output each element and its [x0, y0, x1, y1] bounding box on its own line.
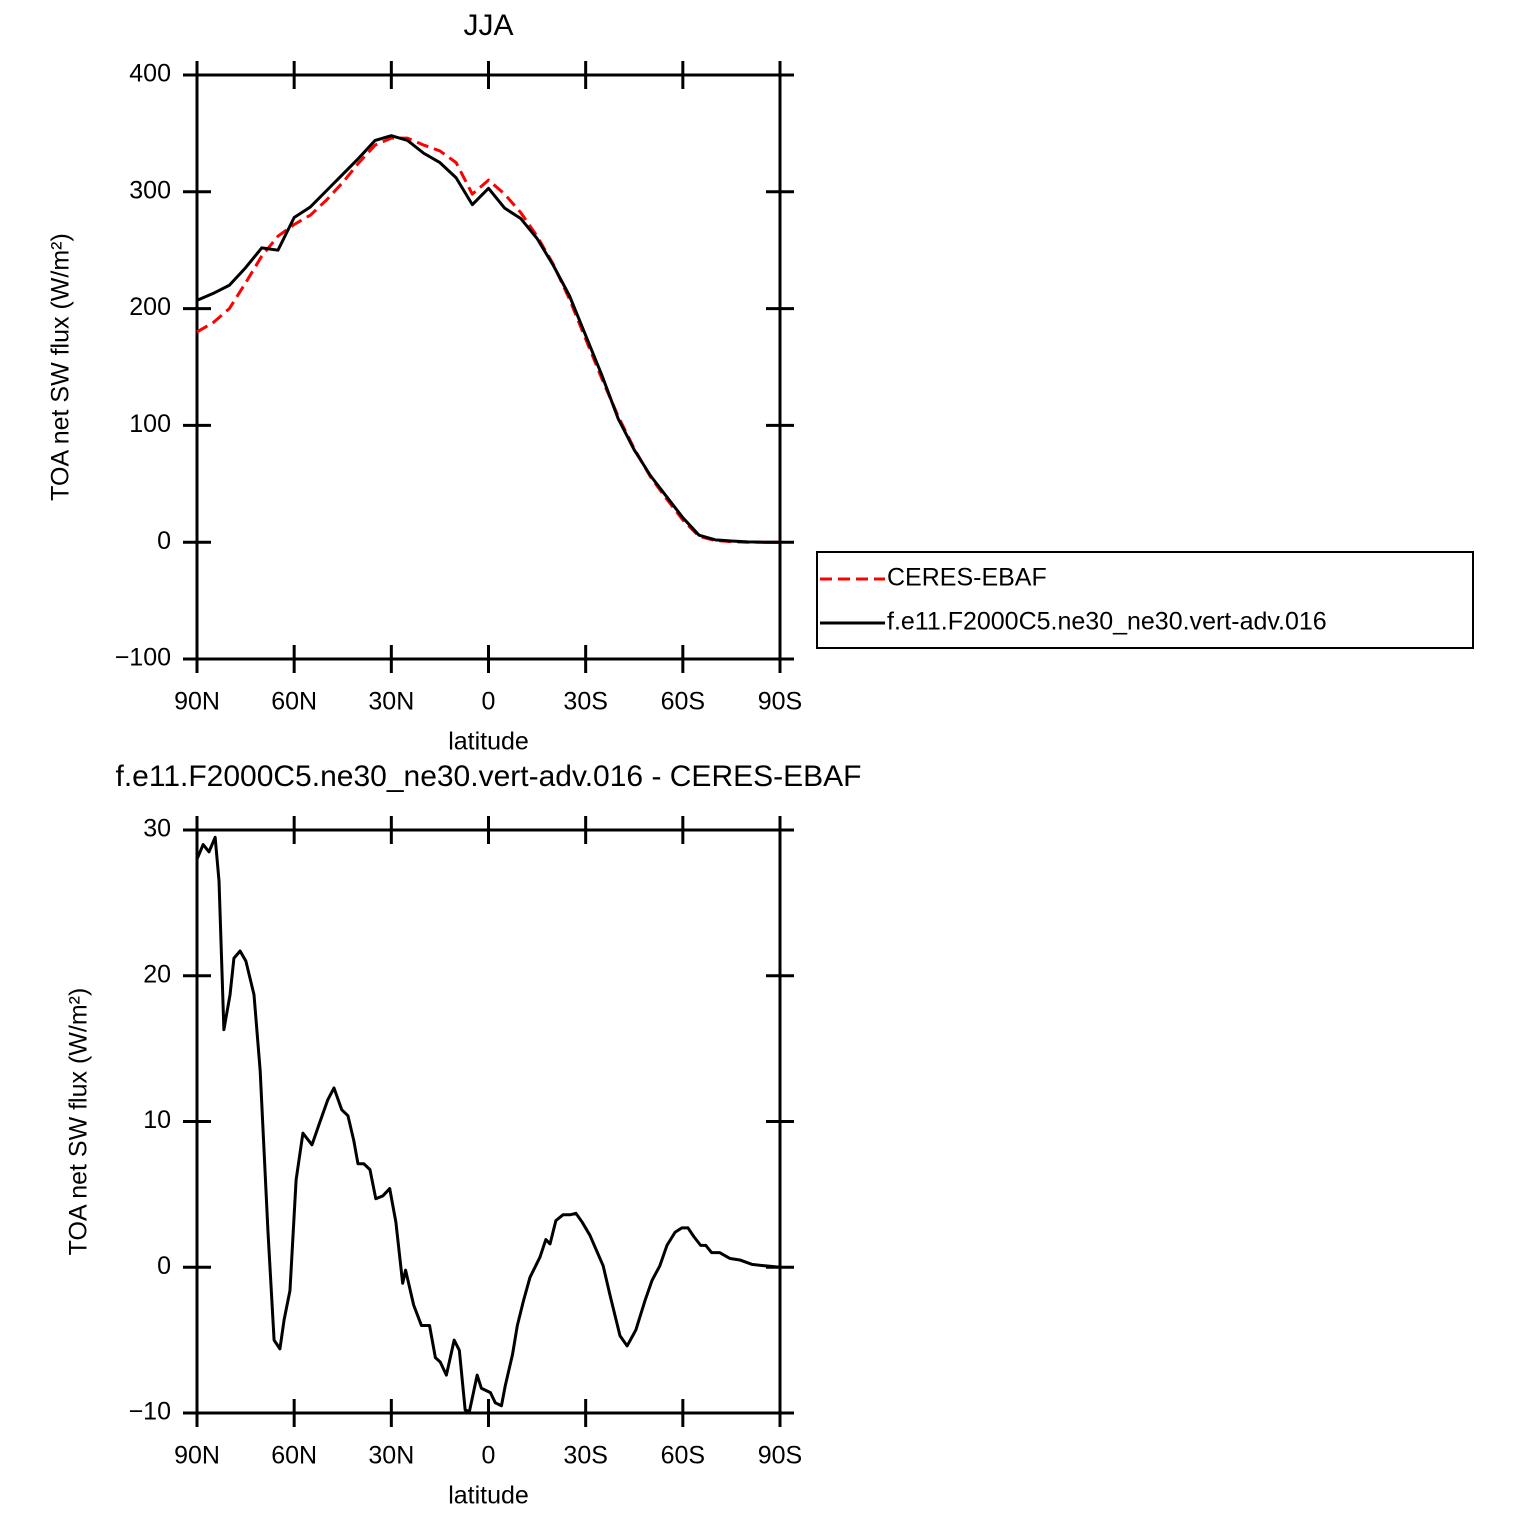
- y-tick-label: 30: [143, 815, 171, 843]
- x-tick-label: 30N: [368, 688, 414, 716]
- legend-label: f.e11.F2000C5.ne30_ne30.vert-adv.016: [887, 608, 1327, 636]
- x-tick-label: 90S: [758, 688, 802, 716]
- data-line: [196, 134, 780, 544]
- x-tick-label: 90S: [758, 1442, 802, 1470]
- plot-frame: [195, 73, 782, 661]
- x-axis-label: latitude: [448, 728, 529, 756]
- x-tick-label: 60N: [271, 688, 317, 716]
- x-tick-label: 90N: [174, 688, 220, 716]
- x-tick-label: 30S: [563, 1442, 607, 1470]
- x-tick-label: 0: [482, 1442, 496, 1470]
- x-tick-label: 60S: [661, 688, 705, 716]
- chart-title: JJA: [463, 9, 513, 42]
- x-tick-label: 90N: [174, 1442, 220, 1470]
- y-tick-label: −100: [115, 644, 171, 672]
- y-tick-label: 300: [129, 176, 171, 204]
- y-tick-label: 0: [157, 1252, 171, 1280]
- data-line: [195, 835, 781, 1414]
- chart-title: f.e11.F2000C5.ne30_ne30.vert-adv.016 - C…: [116, 760, 862, 793]
- y-tick-label: 20: [143, 960, 171, 988]
- y-tick-label: −10: [129, 1398, 171, 1426]
- x-tick-label: 60N: [271, 1442, 317, 1470]
- legend-label: CERES-EBAF: [887, 564, 1047, 592]
- data-line: [196, 136, 780, 544]
- y-tick-label: 0: [157, 527, 171, 555]
- y-axis-label: TOA net SW flux (W/m²): [65, 988, 93, 1256]
- y-tick-label: 400: [129, 60, 171, 88]
- x-tick-label: 30N: [368, 1442, 414, 1470]
- x-tick-label: 30S: [563, 688, 607, 716]
- y-axis-label: TOA net SW flux (W/m²): [47, 233, 75, 501]
- y-tick-label: 10: [143, 1106, 171, 1134]
- x-axis-label: latitude: [448, 1482, 529, 1510]
- x-tick-label: 60S: [661, 1442, 705, 1470]
- y-tick-label: 100: [129, 410, 171, 438]
- legend-box: [816, 551, 1474, 649]
- x-tick-label: 0: [482, 688, 496, 716]
- y-tick-label: 200: [129, 293, 171, 321]
